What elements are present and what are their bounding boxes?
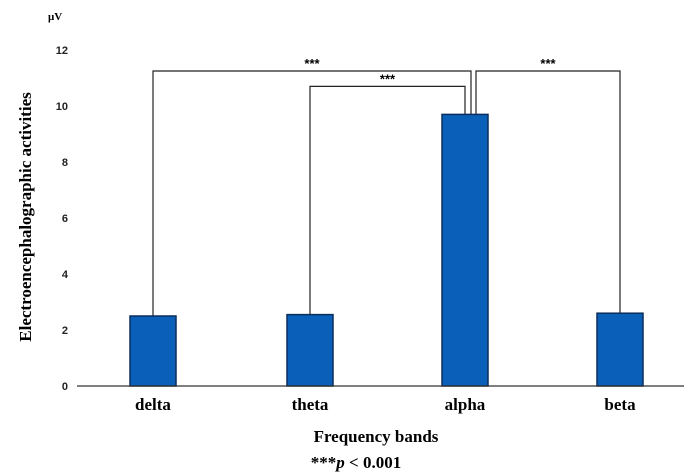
significance-bracket: [309, 85, 466, 315]
y-tick-label: 8: [62, 157, 68, 169]
y-tick-label: 0: [62, 381, 68, 393]
y-axis-title: Electroencephalographic activities: [16, 92, 35, 342]
footnote-p: p: [334, 453, 345, 472]
y-tick-label: 6: [62, 213, 68, 225]
significance-bracket: [475, 70, 621, 314]
significance-label: ***: [380, 71, 396, 86]
p-value-footnote: ***p < 0.001: [311, 453, 401, 472]
bar-delta: [129, 315, 177, 387]
y-tick-label: 12: [56, 45, 68, 57]
category-label: delta: [135, 395, 171, 414]
bar-beta: [596, 312, 644, 387]
significance-label: ***: [304, 56, 320, 71]
y-axis-ticks: 0 2 4 6 8 10 12: [56, 45, 69, 393]
footnote-threshold: < 0.001: [345, 453, 401, 472]
significance-brackets: *** *** ***: [152, 56, 621, 316]
bars-group: [129, 113, 644, 387]
significance-label: ***: [540, 56, 556, 71]
bar-theta: [286, 313, 334, 387]
category-label: beta: [604, 395, 636, 414]
category-label: theta: [292, 395, 329, 414]
y-tick-label: 2: [62, 325, 68, 337]
category-labels: delta theta alpha beta: [135, 395, 636, 414]
bar-alpha: [441, 113, 489, 387]
x-axis-title: Frequency bands: [314, 427, 439, 446]
significance-bracket: [152, 70, 472, 316]
y-unit-label: μV: [48, 11, 62, 23]
footnote-stars: ***: [311, 453, 337, 472]
y-tick-label: 4: [62, 269, 69, 281]
y-tick-label: 10: [56, 101, 68, 113]
category-label: alpha: [445, 395, 486, 414]
